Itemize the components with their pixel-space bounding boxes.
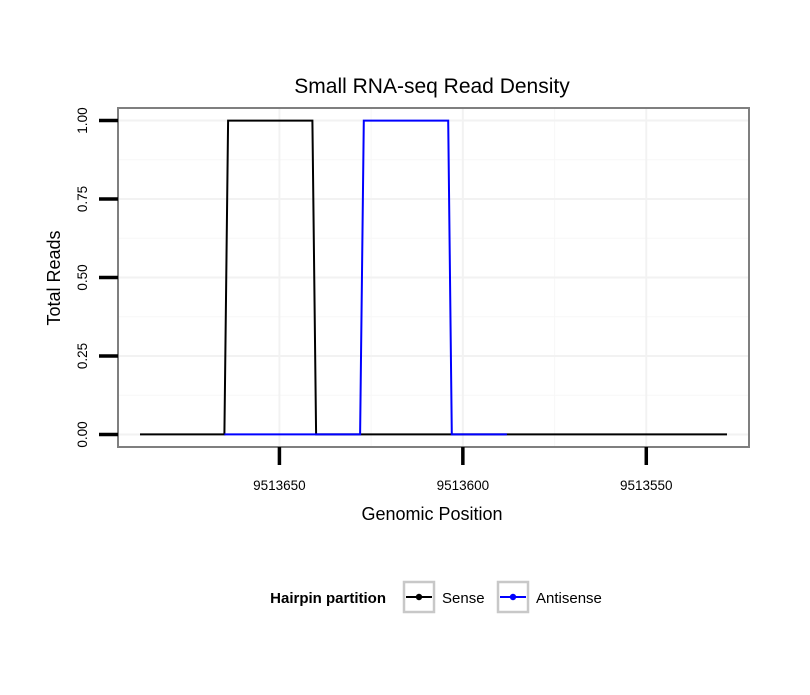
y-axis-title: Total Reads (44, 230, 64, 325)
legend-title: Hairpin partition (270, 590, 386, 607)
chart-title: Small RNA-seq Read Density (294, 75, 570, 98)
series-line-antisense (224, 119, 507, 436)
y-tick-label: 0.25 (75, 343, 90, 369)
series-layer (140, 119, 727, 436)
x-tick-label: 9513650 (253, 478, 306, 493)
y-axis: 0.00 0.25 0.50 0.75 1.00 (75, 107, 118, 448)
y-tick-label: 0.75 (75, 186, 90, 212)
legend-label-antisense: Antisense (536, 590, 602, 607)
legend: Hairpin partition Sense Antisense (270, 580, 602, 614)
legend-dot-antisense (509, 593, 517, 601)
legend-dot-sense (415, 593, 423, 601)
x-tick-label: 9513550 (620, 478, 673, 493)
series-line-sense (140, 119, 727, 436)
x-axis: 9513650 9513600 9513550 (253, 447, 673, 493)
x-axis-title: Genomic Position (361, 504, 502, 524)
y-tick-label: 0.50 (75, 264, 90, 290)
x-tick-label: 9513600 (437, 478, 490, 493)
y-tick-label: 0.00 (75, 421, 90, 447)
y-tick-label: 1.00 (75, 107, 90, 133)
legend-label-sense: Sense (442, 590, 485, 607)
grid-minor-y (118, 159, 749, 396)
